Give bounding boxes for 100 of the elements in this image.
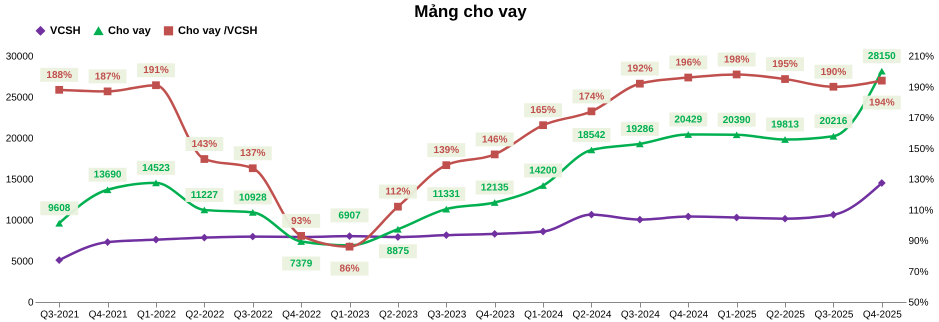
point — [781, 136, 789, 143]
y2-tick-label: 50% — [908, 298, 929, 308]
legend-label: VCSH — [50, 24, 81, 37]
data-label: 196% — [675, 58, 702, 69]
point — [490, 150, 499, 158]
data-label: 198% — [724, 54, 750, 66]
y2-tick-label: 130% — [908, 174, 934, 186]
data-label: 112% — [385, 186, 411, 198]
data-label: 188% — [46, 70, 72, 81]
x-tick-label: Q4-2022 — [282, 310, 322, 320]
data-label: 9608 — [48, 203, 71, 214]
y2-tick-label: 190% — [908, 82, 934, 94]
point — [394, 226, 402, 233]
x-tick-label: Q2-2025 — [766, 310, 806, 320]
point — [539, 121, 547, 130]
y2-tick-label: 70% — [908, 266, 929, 278]
data-label: 137% — [240, 148, 266, 160]
point — [200, 155, 208, 163]
legend-label: Cho vay /VCSH — [178, 24, 258, 37]
point — [104, 87, 112, 96]
chart-title: Mảng cho vay — [414, 2, 528, 21]
y2-tick-label: 210% — [908, 52, 934, 62]
x-tick-label: Q1-2025 — [718, 310, 758, 320]
data-label: 174% — [578, 91, 604, 102]
data-label: 11227 — [190, 190, 218, 201]
point — [152, 81, 160, 90]
data-label: 190% — [820, 66, 846, 78]
point — [152, 180, 160, 186]
point — [781, 75, 789, 83]
data-label: 10928 — [238, 192, 268, 204]
y2-tick-label: 110% — [908, 205, 934, 216]
y-tick-label: 5000 — [11, 256, 34, 268]
data-label: 20429 — [674, 114, 703, 126]
data-label: 12135 — [480, 182, 510, 194]
point — [636, 80, 644, 88]
point — [152, 236, 160, 244]
point — [200, 206, 208, 214]
x-tick-label: Q4-2024 — [669, 310, 709, 320]
point — [878, 179, 886, 187]
point — [830, 210, 838, 219]
x-tick-label: Q3-2025 — [814, 310, 854, 320]
point — [781, 214, 789, 223]
point — [684, 74, 692, 82]
data-label: 165% — [530, 105, 556, 116]
data-label: 8875 — [386, 246, 410, 258]
point — [588, 107, 596, 116]
data-label: 28150 — [868, 51, 896, 62]
x-tick-label: Q3-2023 — [427, 310, 467, 320]
x-tick-label: Q2-2024 — [572, 310, 612, 320]
data-label: 18542 — [578, 130, 606, 141]
x-tick-label: Q3-2024 — [620, 310, 660, 320]
point — [732, 131, 741, 138]
x-tick-label: Q1-2024 — [524, 310, 564, 320]
y-tick-label: 25000 — [6, 92, 34, 104]
point — [588, 146, 596, 154]
legend-label: Cho vay — [108, 25, 152, 38]
y-tick-label: 10000 — [6, 216, 34, 226]
data-label: 192% — [627, 64, 653, 75]
data-label: 93% — [291, 216, 312, 227]
data-label: 13690 — [94, 170, 122, 181]
point — [248, 209, 257, 216]
data-label: 146% — [482, 134, 508, 146]
x-tick-label: Q4-2021 — [88, 310, 128, 320]
point — [684, 131, 692, 138]
data-label: 7379 — [290, 258, 313, 270]
point — [55, 220, 64, 227]
point — [55, 86, 64, 94]
x-tick-label: Q4-2025 — [862, 310, 902, 320]
data-label: 19286 — [626, 124, 654, 135]
data-label: 6907 — [338, 210, 362, 222]
point — [104, 186, 112, 194]
y-tick-label: 20000 — [6, 134, 34, 144]
data-label: 11331 — [432, 189, 460, 200]
point — [55, 256, 64, 264]
x-tick-label: Q4-2023 — [476, 310, 516, 320]
data-label: 194% — [869, 98, 895, 109]
x-tick-label: Q1-2023 — [330, 310, 370, 320]
data-label: 14200 — [529, 166, 558, 177]
data-label: 86% — [340, 264, 360, 275]
y2-tick-label: 150% — [908, 144, 934, 155]
data-label: 20390 — [722, 114, 751, 126]
data-label: 20216 — [820, 116, 848, 128]
data-label: 19813 — [771, 120, 800, 131]
x-tick-label: Q3-2021 — [40, 310, 80, 320]
data-label: 139% — [434, 145, 460, 156]
point — [539, 228, 547, 236]
point — [442, 206, 450, 212]
point — [830, 132, 838, 140]
data-label: 14523 — [142, 162, 170, 174]
y-tick-label: 30000 — [6, 52, 34, 62]
point — [588, 210, 596, 219]
x-tick-label: Q2-2022 — [185, 310, 225, 320]
point — [442, 161, 450, 170]
point — [394, 233, 402, 241]
point — [636, 140, 644, 148]
y-tick-label: 0 — [28, 298, 34, 308]
point — [490, 199, 499, 206]
point — [104, 238, 112, 246]
y2-tick-label: 90% — [908, 236, 929, 247]
x-tick-label: Q2-2023 — [378, 310, 418, 320]
